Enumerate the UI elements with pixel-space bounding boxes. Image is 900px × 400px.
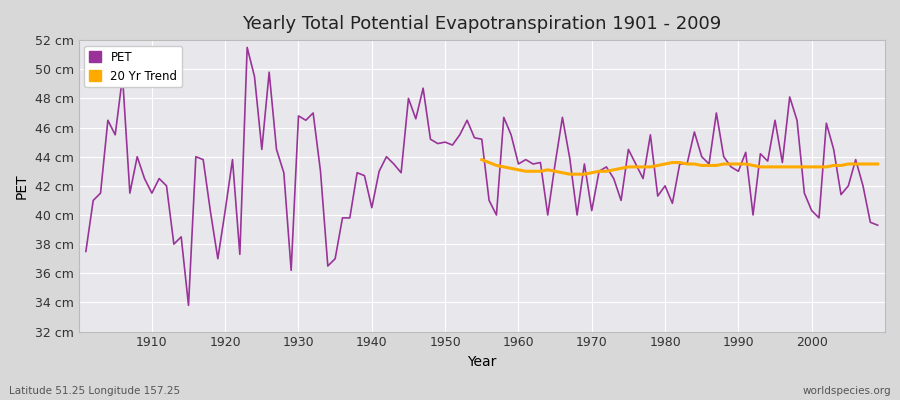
Text: Latitude 51.25 Longitude 157.25: Latitude 51.25 Longitude 157.25: [9, 386, 180, 396]
Title: Yearly Total Potential Evapotranspiration 1901 - 2009: Yearly Total Potential Evapotranspiratio…: [242, 15, 722, 33]
X-axis label: Year: Year: [467, 355, 497, 369]
Y-axis label: PET: PET: [15, 173, 29, 199]
Legend: PET, 20 Yr Trend: PET, 20 Yr Trend: [85, 46, 182, 87]
Text: worldspecies.org: worldspecies.org: [803, 386, 891, 396]
